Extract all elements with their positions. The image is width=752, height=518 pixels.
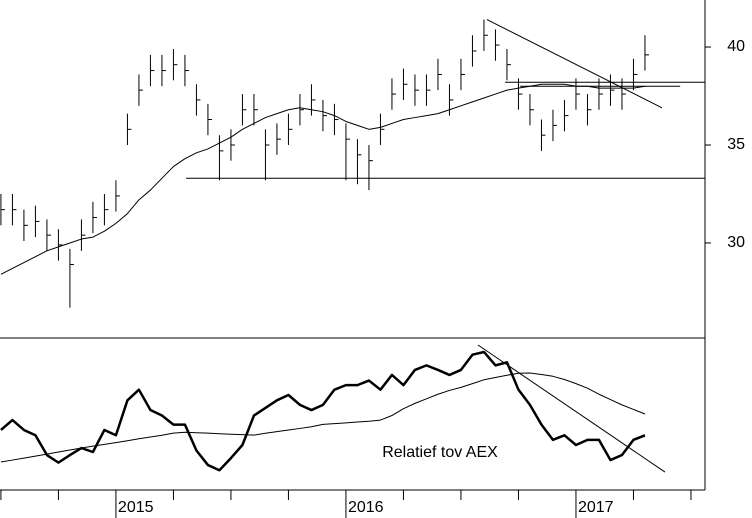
y-tick-label: 40 [727, 38, 745, 55]
x-tick-label: 2017 [578, 499, 614, 516]
y-tick-label: 30 [727, 234, 745, 251]
relative-line [0, 350, 646, 472]
x-tick-label: 2015 [118, 499, 154, 516]
x-tick-label: 2016 [348, 499, 384, 516]
moving-average [0, 83, 646, 275]
y-tick-label: 35 [727, 136, 745, 153]
trend-line [477, 344, 666, 473]
moving-average [0, 372, 646, 463]
trend-line [486, 19, 663, 109]
annotation: Relatief tov AEX [382, 444, 498, 461]
